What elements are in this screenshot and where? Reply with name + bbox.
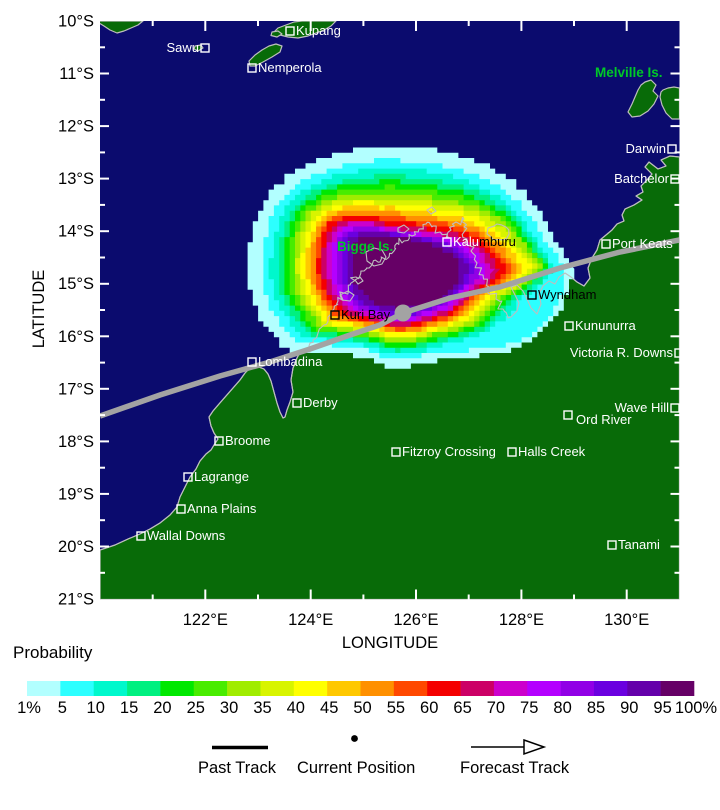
svg-text:95: 95 bbox=[653, 699, 671, 717]
svg-text:35: 35 bbox=[253, 699, 271, 717]
svg-text:65: 65 bbox=[453, 699, 471, 717]
svg-text:19°S: 19°S bbox=[58, 485, 94, 503]
svg-text:Sawu: Sawu bbox=[166, 40, 199, 55]
svg-text:Port Keats: Port Keats bbox=[612, 236, 673, 251]
svg-text:11°S: 11°S bbox=[59, 65, 94, 83]
svg-text:85: 85 bbox=[587, 699, 605, 717]
svg-text:17°S: 17°S bbox=[58, 380, 94, 398]
svg-text:128°E: 128°E bbox=[499, 611, 544, 629]
svg-text:Darwin: Darwin bbox=[626, 141, 666, 156]
svg-text:Halls Creek: Halls Creek bbox=[518, 444, 586, 459]
svg-text:5: 5 bbox=[58, 699, 67, 717]
svg-text:Kununurra: Kununurra bbox=[575, 318, 636, 333]
svg-text:12°S: 12°S bbox=[58, 118, 94, 136]
svg-text:21°S: 21°S bbox=[58, 591, 94, 609]
svg-text:Kalumburu: Kalumburu bbox=[453, 234, 516, 249]
svg-text:70: 70 bbox=[487, 699, 505, 717]
svg-text:20: 20 bbox=[153, 699, 171, 717]
svg-text:20°S: 20°S bbox=[58, 538, 94, 556]
svg-text:50: 50 bbox=[353, 699, 371, 717]
svg-text:1%: 1% bbox=[17, 699, 41, 717]
svg-text:Lagrange: Lagrange bbox=[194, 469, 249, 484]
svg-text:Derby: Derby bbox=[303, 395, 338, 410]
svg-text:14°S: 14°S bbox=[58, 223, 94, 241]
svg-text:15°S: 15°S bbox=[58, 275, 94, 293]
svg-text:Nemperola: Nemperola bbox=[258, 60, 322, 75]
svg-text:Anna Plains: Anna Plains bbox=[187, 501, 257, 516]
svg-text:Current Position: Current Position bbox=[297, 759, 415, 777]
svg-text:10: 10 bbox=[87, 699, 105, 717]
svg-text:Forecast Track: Forecast Track bbox=[460, 759, 570, 777]
svg-text:Victoria R. Downs: Victoria R. Downs bbox=[570, 345, 674, 360]
svg-text:Batchelor: Batchelor bbox=[614, 171, 670, 186]
svg-text:Tanami: Tanami bbox=[618, 537, 660, 552]
svg-text:124°E: 124°E bbox=[288, 611, 333, 629]
svg-text:Kupang: Kupang bbox=[296, 23, 341, 38]
svg-text:55: 55 bbox=[387, 699, 405, 717]
svg-text:15: 15 bbox=[120, 699, 138, 717]
svg-text:Wyndham: Wyndham bbox=[538, 287, 596, 302]
svg-text:Broome: Broome bbox=[225, 433, 271, 448]
svg-text:Melville Is.: Melville Is. bbox=[595, 65, 663, 80]
svg-text:60: 60 bbox=[420, 699, 438, 717]
svg-text:25: 25 bbox=[187, 699, 205, 717]
svg-text:Probability: Probability bbox=[13, 643, 93, 662]
svg-text:40: 40 bbox=[287, 699, 305, 717]
svg-text:LATITUDE: LATITUDE bbox=[30, 270, 48, 349]
svg-text:Wallal Downs: Wallal Downs bbox=[147, 528, 226, 543]
svg-text:18°S: 18°S bbox=[58, 433, 94, 451]
svg-text:75: 75 bbox=[520, 699, 538, 717]
svg-text:100%: 100% bbox=[675, 699, 718, 717]
svg-text:LONGITUDE: LONGITUDE bbox=[342, 634, 438, 652]
svg-text:126°E: 126°E bbox=[393, 611, 438, 629]
svg-text:Ord River: Ord River bbox=[576, 412, 632, 427]
svg-text:Kuri Bay: Kuri Bay bbox=[341, 307, 391, 322]
svg-text:45: 45 bbox=[320, 699, 338, 717]
svg-text:16°S: 16°S bbox=[58, 328, 94, 346]
svg-text:30: 30 bbox=[220, 699, 238, 717]
svg-text:90: 90 bbox=[620, 699, 638, 717]
svg-text:Bigge Is.: Bigge Is. bbox=[337, 239, 393, 254]
svg-text:80: 80 bbox=[553, 699, 571, 717]
svg-text:13°S: 13°S bbox=[58, 170, 94, 188]
svg-text:Fitzroy Crossing: Fitzroy Crossing bbox=[402, 444, 496, 459]
svg-text:Past Track: Past Track bbox=[198, 759, 277, 777]
svg-text:Wave Hill: Wave Hill bbox=[615, 400, 670, 415]
svg-text:122°E: 122°E bbox=[183, 611, 228, 629]
svg-text:10°S: 10°S bbox=[58, 13, 94, 31]
svg-text:Lombadina: Lombadina bbox=[258, 354, 323, 369]
svg-text:130°E: 130°E bbox=[604, 611, 649, 629]
